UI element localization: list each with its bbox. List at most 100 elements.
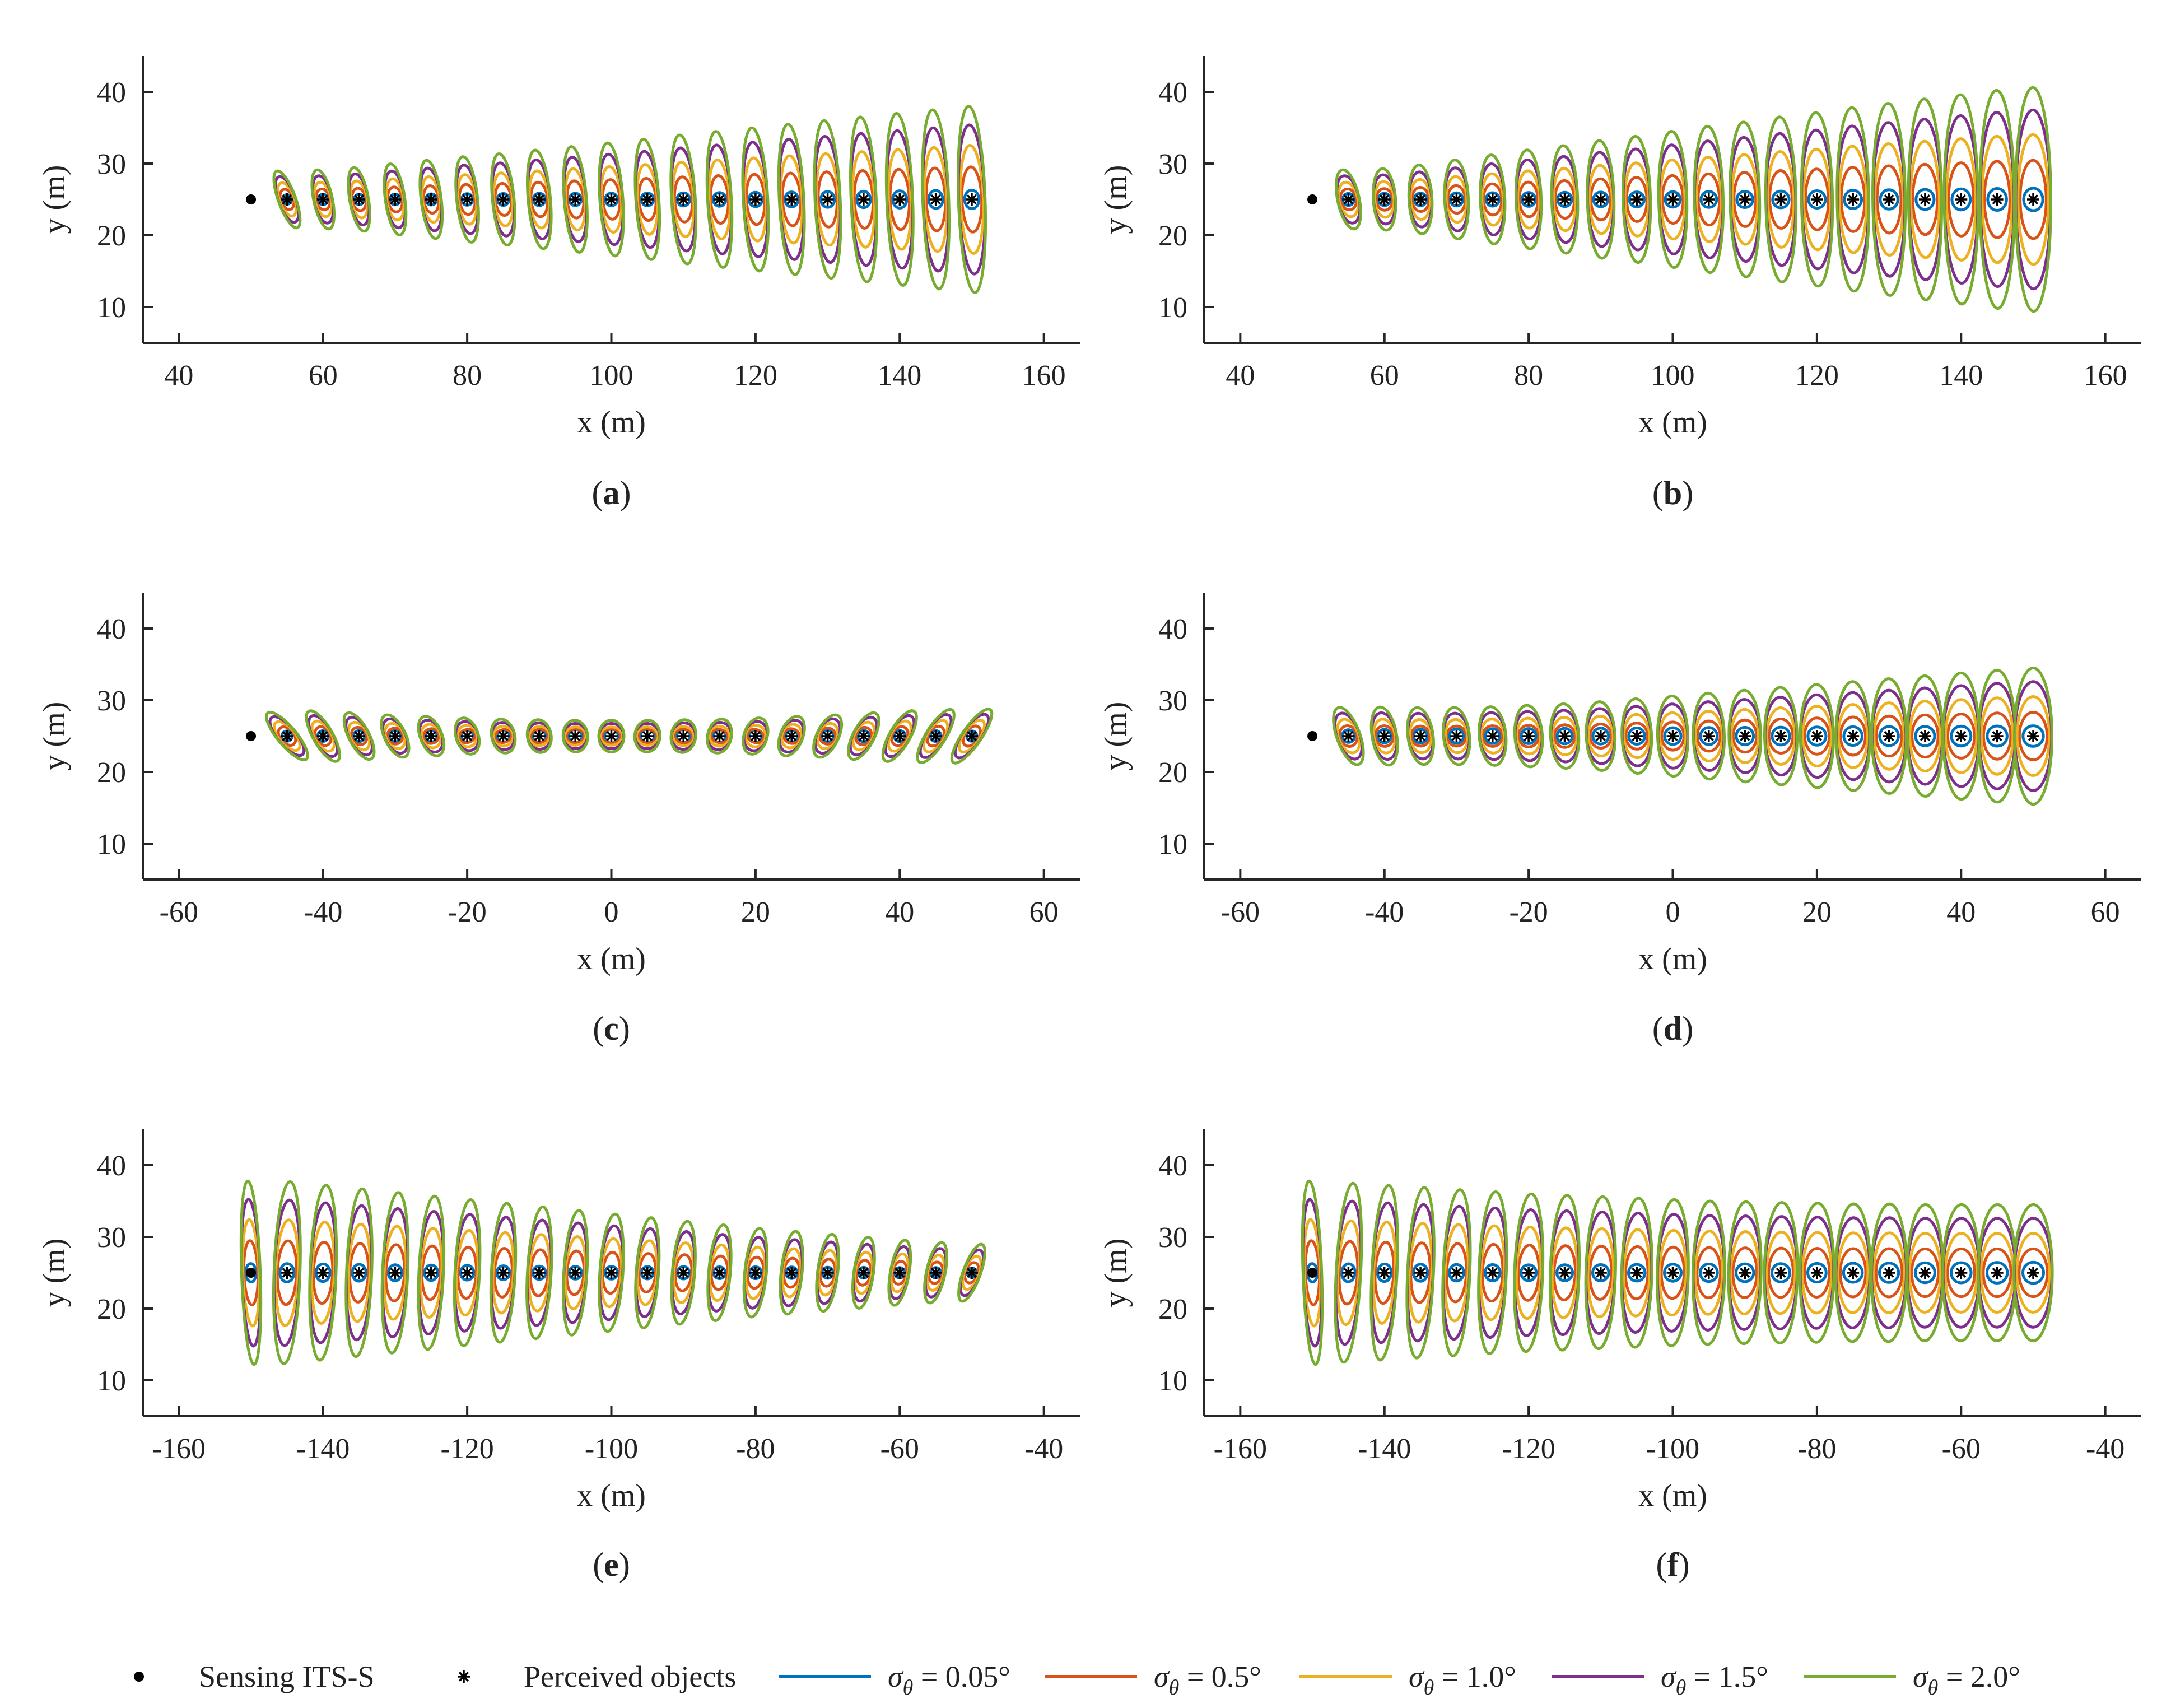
ellipse-sigma-0.05 <box>2021 1260 2046 1285</box>
ellipse-sigma-0.05 <box>963 188 981 211</box>
perceived-object-marker <box>1918 730 1931 742</box>
ellipse-sigma-0.5 <box>1624 1245 1650 1301</box>
perceived-object-marker <box>821 730 834 742</box>
ellipse-sigma-0.05 <box>316 729 330 743</box>
perceived-object-marker <box>966 193 978 206</box>
ellipse-sigma-2 <box>887 1239 912 1307</box>
perceived-object-marker <box>1666 193 1679 206</box>
ellipse-sigma-2 <box>1406 706 1435 766</box>
ellipse-sigma-0.5 <box>2019 159 2048 240</box>
ellipse-sigma-0.05-sensor <box>1306 1262 1319 1283</box>
panel-caption: (d) <box>1652 1010 1693 1047</box>
ellipse-sigma-1 <box>671 725 696 747</box>
perceived-object-marker <box>316 1267 329 1279</box>
ellipse-sigma-0.05 <box>711 191 728 208</box>
x-tick-label: -40 <box>1024 1433 1063 1465</box>
x-tick-label: 80 <box>453 360 482 392</box>
ellipse-sigma-0.5 <box>1982 711 2012 761</box>
x-tick-label: 60 <box>1370 360 1399 392</box>
ellipse-sigma-1 <box>1944 698 1978 774</box>
ellipse-sigma-1 <box>455 1228 479 1317</box>
perceived-object-marker <box>1991 730 2004 742</box>
x-tick-label: 160 <box>1022 360 1066 392</box>
ellipse-sigma-0.5 <box>709 174 730 225</box>
perceived-object-marker <box>1594 1267 1607 1279</box>
perceived-object-marker <box>677 1267 690 1279</box>
ellipse-sigma-2 <box>1727 688 1763 784</box>
ellipse-sigma-0.5 <box>1875 714 1903 758</box>
y-tick-label: 40 <box>97 613 126 645</box>
ellipse-sigma-0.5 <box>1838 1247 1867 1299</box>
ellipse-sigma-1 <box>1836 1231 1870 1314</box>
ellipse-sigma-0.5 <box>1839 166 1866 233</box>
ellipse-sigma-1 <box>1516 169 1541 230</box>
ellipse-sigma-2 <box>1764 115 1798 283</box>
perceived-object-marker <box>749 730 762 742</box>
ellipse-sigma-1 <box>599 725 624 747</box>
ellipse-sigma-0.5 <box>709 728 730 744</box>
panel-caption: (c) <box>593 1010 630 1047</box>
x-axis-label: x (m) <box>1638 405 1707 440</box>
perceived-object-marker <box>1991 1267 2004 1279</box>
x-tick-label: -40 <box>1365 896 1404 928</box>
ellipse-sigma-2 <box>1693 124 1725 274</box>
ellipse-sigma-2 <box>1692 691 1726 781</box>
perceived-object-marker <box>677 730 690 742</box>
ellipse-sigma-0.05 <box>1950 724 1973 748</box>
ellipse-sigma-0.5 <box>1660 1245 1686 1300</box>
ellipse-sigma-1 <box>1765 1230 1797 1315</box>
ellipse-sigma-2 <box>1799 1202 1835 1344</box>
ellipse-sigma-2 <box>812 713 844 759</box>
perceived-object-marker <box>1414 1267 1427 1279</box>
ellipse-sigma-1 <box>1622 713 1651 760</box>
ellipse-sigma-0.5 <box>600 728 622 744</box>
perceived-object-marker <box>1883 193 1895 206</box>
ellipse-sigma-2 <box>1550 144 1580 255</box>
ellipse-sigma-2 <box>777 123 806 276</box>
perceived-object-marker <box>1702 193 1715 206</box>
ellipse-sigma-0.5 <box>493 1247 514 1299</box>
ellipse-sigma-2 <box>598 141 625 258</box>
y-tick-label: 40 <box>1158 1150 1187 1182</box>
perceived-object-marker <box>353 193 366 206</box>
x-tick-label: -120 <box>1502 1433 1555 1465</box>
ellipse-sigma-0.5 <box>493 728 513 744</box>
ellipse-sigma-1 <box>815 152 840 247</box>
ellipse-sigma-0.5 <box>1410 186 1431 213</box>
perceived-object-marker <box>281 193 293 206</box>
y-tick-label: 20 <box>1158 757 1187 789</box>
ellipse-sigma-2 <box>561 719 589 753</box>
ellipse-sigma-1 <box>1408 718 1433 755</box>
perceived-object-marker <box>605 730 618 742</box>
ellipse-sigma-0.05 <box>1591 727 1610 746</box>
ellipse-sigma-0.05 <box>1411 1263 1429 1283</box>
perceived-object-marker <box>1955 1267 1968 1279</box>
ellipse-sigma-1 <box>527 1233 551 1313</box>
ellipse-sigma-2 <box>916 708 956 765</box>
ellipse-sigma-1 <box>1730 153 1759 246</box>
x-tick-label: 120 <box>734 360 777 392</box>
ellipse-sigma-1 <box>1801 1231 1833 1315</box>
ellipse-sigma-0.05 <box>1735 190 1754 209</box>
ellipse-sigma-2 <box>418 159 444 240</box>
ellipse-sigma-2 <box>1727 1200 1763 1346</box>
ellipse-sigma-0.05 <box>1914 188 1936 211</box>
y-tick-label: 20 <box>97 220 126 252</box>
ellipse-sigma-0.5 <box>529 1248 550 1297</box>
x-tick-label: -80 <box>736 1433 775 1465</box>
x-tick-label: 120 <box>1795 360 1839 392</box>
legend: Sensing ITS-S Perceived objects σθ = 0.05°… <box>134 1660 2020 1700</box>
ellipse-sigma-2 <box>1691 1199 1726 1346</box>
ellipse-sigma-2 <box>272 1180 302 1366</box>
ellipse-sigma-0.5 <box>1875 164 1903 235</box>
x-tick-label: -100 <box>1646 1433 1699 1465</box>
ellipse-sigma-1 <box>1908 700 1942 772</box>
ellipse-sigma-2 <box>490 718 517 755</box>
ellipse-sigma-0.05 <box>1340 728 1357 744</box>
ellipse-sigma-1 <box>1766 150 1796 249</box>
ellipse-sigma-0.5 <box>529 728 549 744</box>
y-tick-label: 20 <box>1158 1293 1187 1325</box>
ellipse-sigma-0.05 <box>1555 727 1574 746</box>
ellipse-sigma-0.05 <box>1663 726 1683 746</box>
perceived-object-marker <box>641 193 654 206</box>
